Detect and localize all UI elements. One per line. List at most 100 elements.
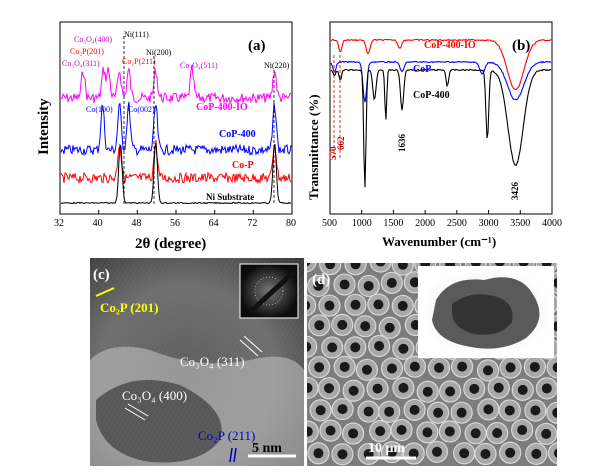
sem-pore [469,383,480,394]
sem-pore [314,320,325,331]
sem-pore [409,277,420,288]
scale-label-c: 5 nm [252,441,282,456]
panel-c-label: (c) [93,267,110,283]
sem-pore [384,322,395,333]
x-tick-label: 48 [131,218,141,229]
saed-ring [254,276,284,306]
name-cop400-b: CoP-400 [413,90,450,101]
sem-pore [580,320,590,330]
marker-co3o4-311b [239,339,259,357]
sem-pore [373,299,384,310]
sem-pore [350,263,361,270]
x-tick-label: 64 [209,218,219,229]
x-tick-label: 3500 [510,218,530,229]
sem-pore [457,361,468,372]
sem-pore [433,407,444,418]
sem-sphere [559,337,580,358]
sem-pore [483,404,494,415]
sem-sphere [571,399,592,420]
sem-pore [313,448,324,459]
sem-pore [372,383,383,394]
scale-label-d: 10 μm [368,441,405,456]
sem-pore [480,448,491,459]
sem-pore [324,383,335,394]
sem-pore [493,382,504,393]
sem-pore [567,259,577,269]
sem-pore [339,361,350,372]
sem-sphere [307,335,318,358]
sem-pore [350,299,361,310]
sem-sphere [574,314,595,335]
sem-pore [518,263,529,267]
series-co-p [60,139,292,185]
sem-pore [517,384,528,395]
marker-co3o4-311 [243,335,263,353]
sem-sphere [307,263,317,273]
sem-sphere [561,378,582,399]
sem-pore [408,448,419,459]
sem-pore [567,383,577,393]
sem-pore [386,277,397,288]
name-cop-a: Co-P [232,160,254,171]
sem-pore [307,263,311,267]
x-tick-label: 32 [54,218,64,229]
sem-pore [361,364,372,375]
sem-pore [307,341,312,352]
x-tick-label: 40 [93,218,103,229]
series-ni-substrate [60,143,292,205]
x-tick-label: 1000 [352,218,372,229]
panel-b-frame [329,21,553,215]
sem-pore [564,342,574,352]
x-tick-label: 4000 [542,218,562,229]
sem-sphere [571,444,592,465]
sem-pore [492,428,503,439]
lbl-co3o4-511: Co₃O₄(511) [180,61,218,70]
sem-sphere [307,294,317,317]
x-tick-label: 2500 [447,218,467,229]
lbl-ni-200: Ni(200) [146,48,172,57]
sem-sphere [561,422,582,443]
sem-pore [324,300,335,311]
panel-a-x-ticks: 32 40 48 56 64 72 80 [54,210,296,229]
ann-662: 662 [336,136,346,150]
sem-pore [483,365,494,376]
sem-sphere [562,254,583,275]
lbl-co2p-201: Co₂P(201) [70,47,104,56]
sem-pore [398,382,409,393]
sem-pore [434,362,445,373]
sem-sphere [546,401,557,424]
series-cop-400-io [330,38,552,91]
marker-co2p-211 [229,447,233,463]
lbl-ni-111: Ni(111) [124,30,149,39]
panel-a-xlabel: 2θ (degree) [135,236,206,252]
sem-pore [505,447,516,458]
sem-pore [339,279,350,290]
x-tick-label: 2000 [415,218,435,229]
lbl-co3o4-311: Co₃O₄(311) [62,59,100,68]
sem-sphere [369,263,392,273]
sem-sphere [546,356,557,379]
lbl-c-co2p-211: Co₂P (211) [198,428,255,443]
x-tick-label: 1500 [383,218,403,229]
sem-pore [470,428,481,439]
sem-pore [552,362,557,373]
sem-pore [315,405,326,416]
sem-pore [531,448,542,459]
sem-pore [459,448,470,459]
sem-pore [314,362,325,373]
lbl-ni-220: Ni(220) [264,61,290,70]
sem-pore [386,447,397,458]
marker-co2p-201 [95,287,115,297]
sem-pore [505,362,516,373]
sem-pore [348,428,359,439]
panel-a-ylabel: Intensity [36,98,52,155]
panel-a-series [60,64,292,205]
lbl-co-002: Co(002) [128,105,155,114]
sem-pore [327,342,338,353]
sem-pore [325,425,336,436]
lbl-co3o4-400: Co₃O₄(400) [74,35,112,44]
x-tick-label: 80 [286,218,296,229]
panel-d: (d) 10 μm [307,254,595,466]
sem-sphere [573,360,594,381]
